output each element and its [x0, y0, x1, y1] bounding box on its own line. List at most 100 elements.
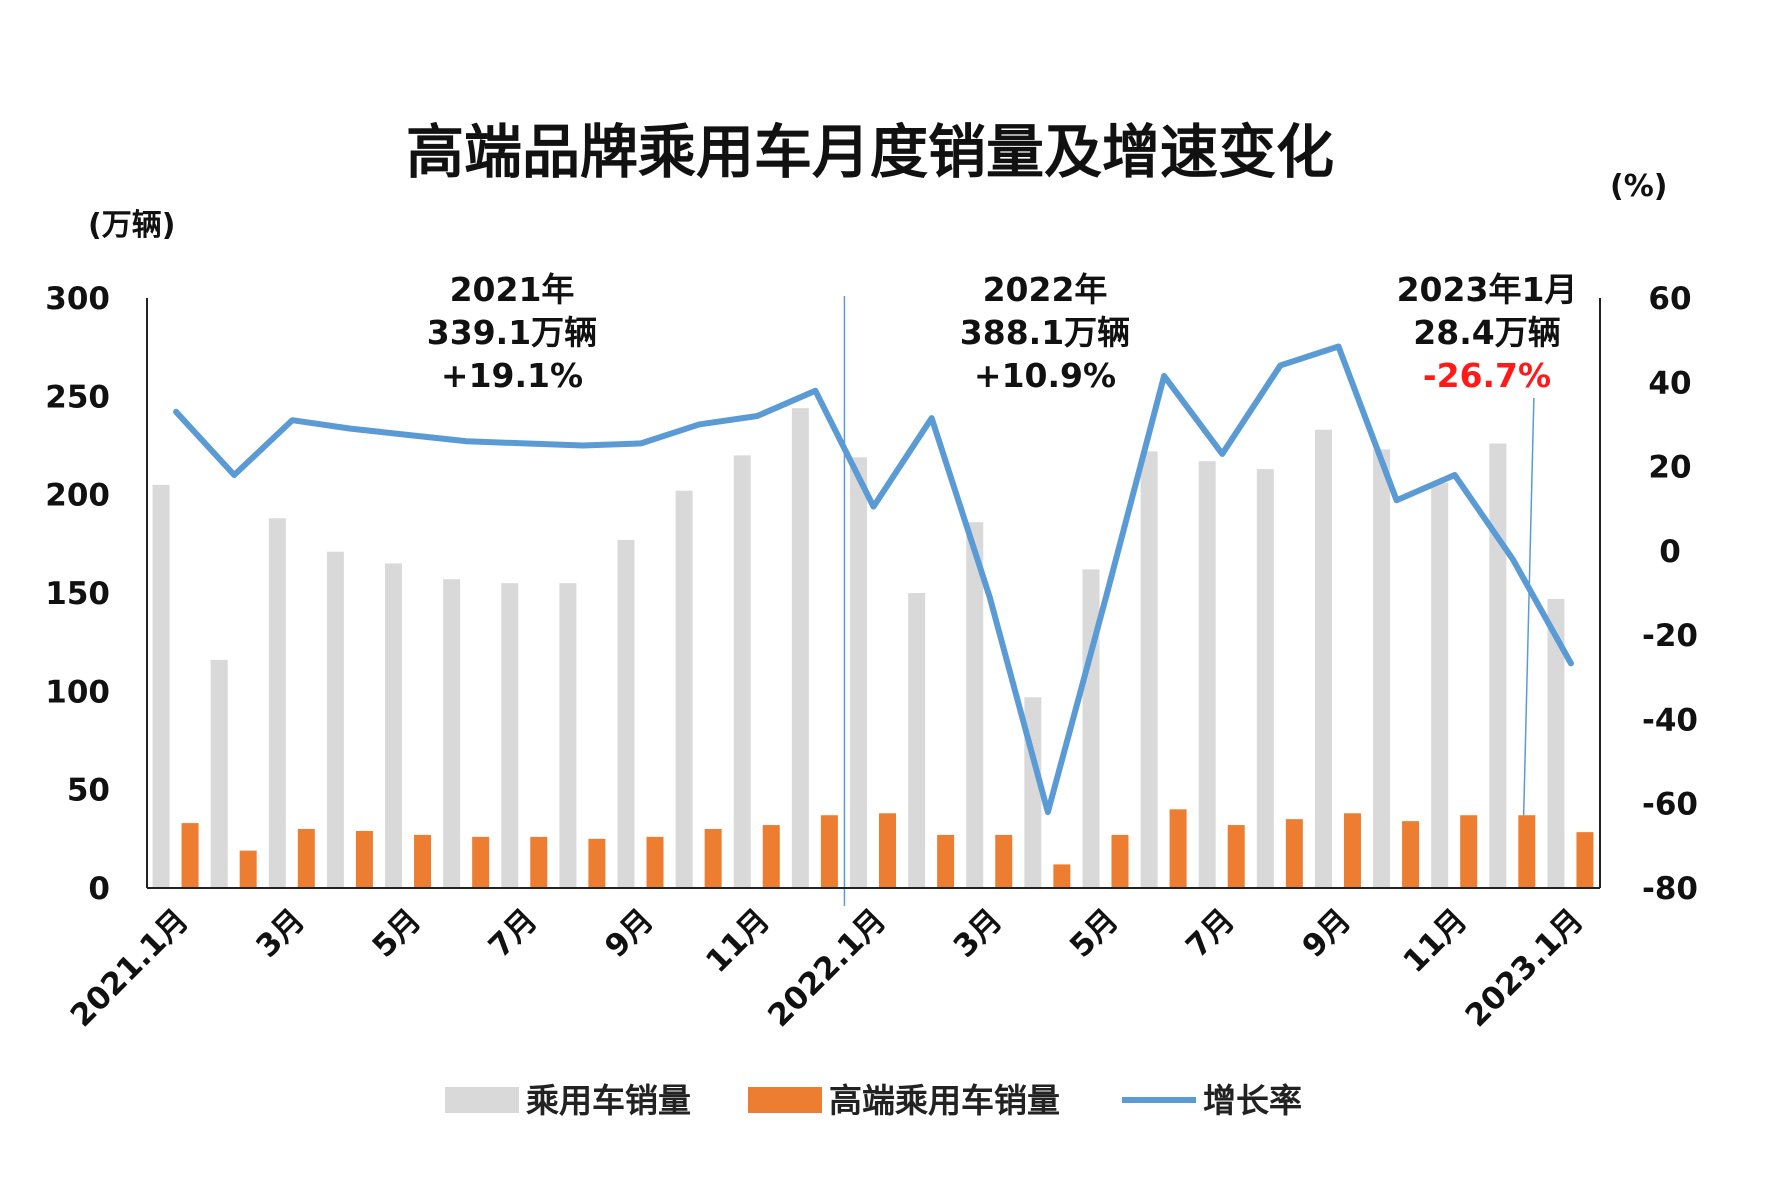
bar-passenger-car [791, 408, 809, 888]
bar-passenger-car [908, 593, 926, 888]
legend: 乘用车销量 高端乘用车销量 增长率 [445, 1081, 1302, 1120]
bar-passenger-car [152, 484, 170, 888]
bar-premium-car [820, 815, 838, 888]
bar-passenger-car [1431, 482, 1449, 888]
legend-swatch-premium-car [748, 1087, 822, 1113]
bar-premium-car [1518, 815, 1536, 888]
x-tick-label: 11月 [699, 902, 777, 980]
annotation-2022-year: 2022年 [983, 270, 1108, 309]
y-left-tick-label: 200 [45, 478, 110, 514]
chart-title: 高端品牌乘用车月度销量及增速变化 [406, 118, 1334, 186]
bar-premium-car [239, 850, 257, 888]
bar-passenger-car [733, 455, 751, 888]
bar-passenger-car [966, 522, 984, 888]
bar-passenger-car [1547, 598, 1565, 888]
x-tick-label: 9月 [598, 902, 661, 965]
x-tick-label: 11月 [1396, 902, 1474, 980]
x-tick-label: 2022.1月 [761, 902, 893, 1034]
y-right-tick-label: -20 [1642, 618, 1698, 654]
bar-passenger-car [443, 579, 461, 888]
bar-premium-car [995, 834, 1013, 888]
annotation-2023-jan: 2023年1月 28.4万辆 -26.7% [1397, 270, 1578, 395]
bar-premium-car [181, 823, 199, 888]
bar-premium-car [704, 829, 722, 888]
bar-passenger-car [268, 518, 286, 888]
x-tick-label: 5月 [366, 902, 429, 965]
bar-passenger-car [1489, 443, 1507, 888]
year-separator-2023 [1521, 397, 1535, 889]
bar-premium-car [1343, 813, 1361, 888]
bar-premium-car [297, 829, 315, 888]
y-left-unit-label: (万辆) [88, 208, 175, 243]
growth-line-layer [173, 343, 1574, 816]
bar-premium-car [1402, 821, 1420, 888]
annotation-2021-growth: +19.1% [441, 356, 583, 395]
bar-premium-car [414, 834, 432, 888]
bars-layer [152, 408, 1594, 888]
bar-premium-car [1111, 834, 1129, 888]
bar-premium-car [937, 834, 955, 888]
legend-label-premium-car: 高端乘用车销量 [829, 1081, 1060, 1120]
plot-area [843, 296, 1535, 906]
bar-passenger-car [850, 457, 867, 888]
bar-passenger-car [617, 539, 635, 888]
bar-passenger-car [1373, 449, 1391, 888]
annotation-2022-volume: 388.1万辆 [960, 313, 1130, 352]
annotation-2023-growth: -26.7% [1423, 356, 1551, 395]
annotation-2023-volume: 28.4万辆 [1413, 313, 1560, 352]
x-tick-label: 9月 [1295, 902, 1358, 965]
bar-premium-car [355, 830, 373, 888]
y-right-tick-label: -40 [1642, 702, 1698, 738]
bar-passenger-car [1314, 429, 1332, 888]
annotation-2021-year: 2021年 [450, 270, 575, 309]
bar-premium-car [762, 825, 780, 888]
bar-premium-car [530, 836, 548, 888]
bar-premium-car [1576, 832, 1594, 888]
bar-premium-car [1169, 809, 1187, 888]
y-left-tick-label: 250 [45, 379, 110, 415]
bar-premium-car [879, 813, 896, 888]
bar-passenger-car [559, 583, 577, 888]
bar-passenger-car [326, 551, 344, 888]
bar-passenger-car [385, 563, 403, 888]
bar-passenger-car [501, 583, 519, 888]
y-left-tick-label: 300 [45, 281, 110, 317]
bar-passenger-car [675, 490, 693, 888]
x-tick-label: 5月 [1063, 902, 1126, 965]
y-right-tick-label: 60 [1648, 281, 1691, 317]
bar-passenger-car [1082, 569, 1100, 888]
bar-passenger-car [210, 659, 228, 888]
annotation-2022-growth: +10.9% [974, 356, 1116, 395]
y-left-tick-label: 100 [45, 674, 110, 710]
y-left-tick-label: 50 [67, 773, 110, 809]
x-tick-label: 2023.1月 [1459, 902, 1591, 1034]
y-left-tick-label: 0 [88, 871, 110, 907]
x-tick-label: 3月 [947, 902, 1010, 965]
bar-premium-car [1227, 825, 1245, 888]
y-right-tick-label: 0 [1659, 534, 1681, 570]
y-right-tick-label: 40 [1648, 365, 1691, 401]
legend-label-growth-rate: 增长率 [1203, 1081, 1302, 1120]
legend-label-passenger-car: 乘用车销量 [526, 1081, 691, 1120]
legend-swatch-passenger-car [445, 1087, 519, 1113]
y-right-tick-label: 20 [1648, 450, 1691, 486]
bar-premium-car [1053, 864, 1071, 888]
annotation-2021: 2021年 339.1万辆 +19.1% [427, 270, 597, 395]
bar-premium-car [1460, 815, 1478, 888]
x-tick-label: 7月 [1179, 902, 1242, 965]
bar-premium-car [1285, 819, 1303, 888]
x-tick-label: 2021.1月 [64, 902, 196, 1034]
bar-premium-car [588, 838, 606, 888]
y-right-unit-label: (%) [1610, 169, 1667, 204]
annotation-2021-volume: 339.1万辆 [427, 313, 597, 352]
bar-premium-car [646, 836, 664, 888]
bar-passenger-car [1140, 451, 1158, 888]
bar-passenger-car [1256, 469, 1274, 888]
y-left-tick-label: 150 [45, 576, 110, 612]
bar-passenger-car [1198, 461, 1216, 888]
annotation-2023-year: 2023年1月 [1397, 270, 1578, 309]
annotation-2022: 2022年 388.1万辆 +10.9% [960, 270, 1130, 395]
bar-premium-car [472, 836, 490, 888]
x-tick-label: 7月 [482, 902, 545, 965]
